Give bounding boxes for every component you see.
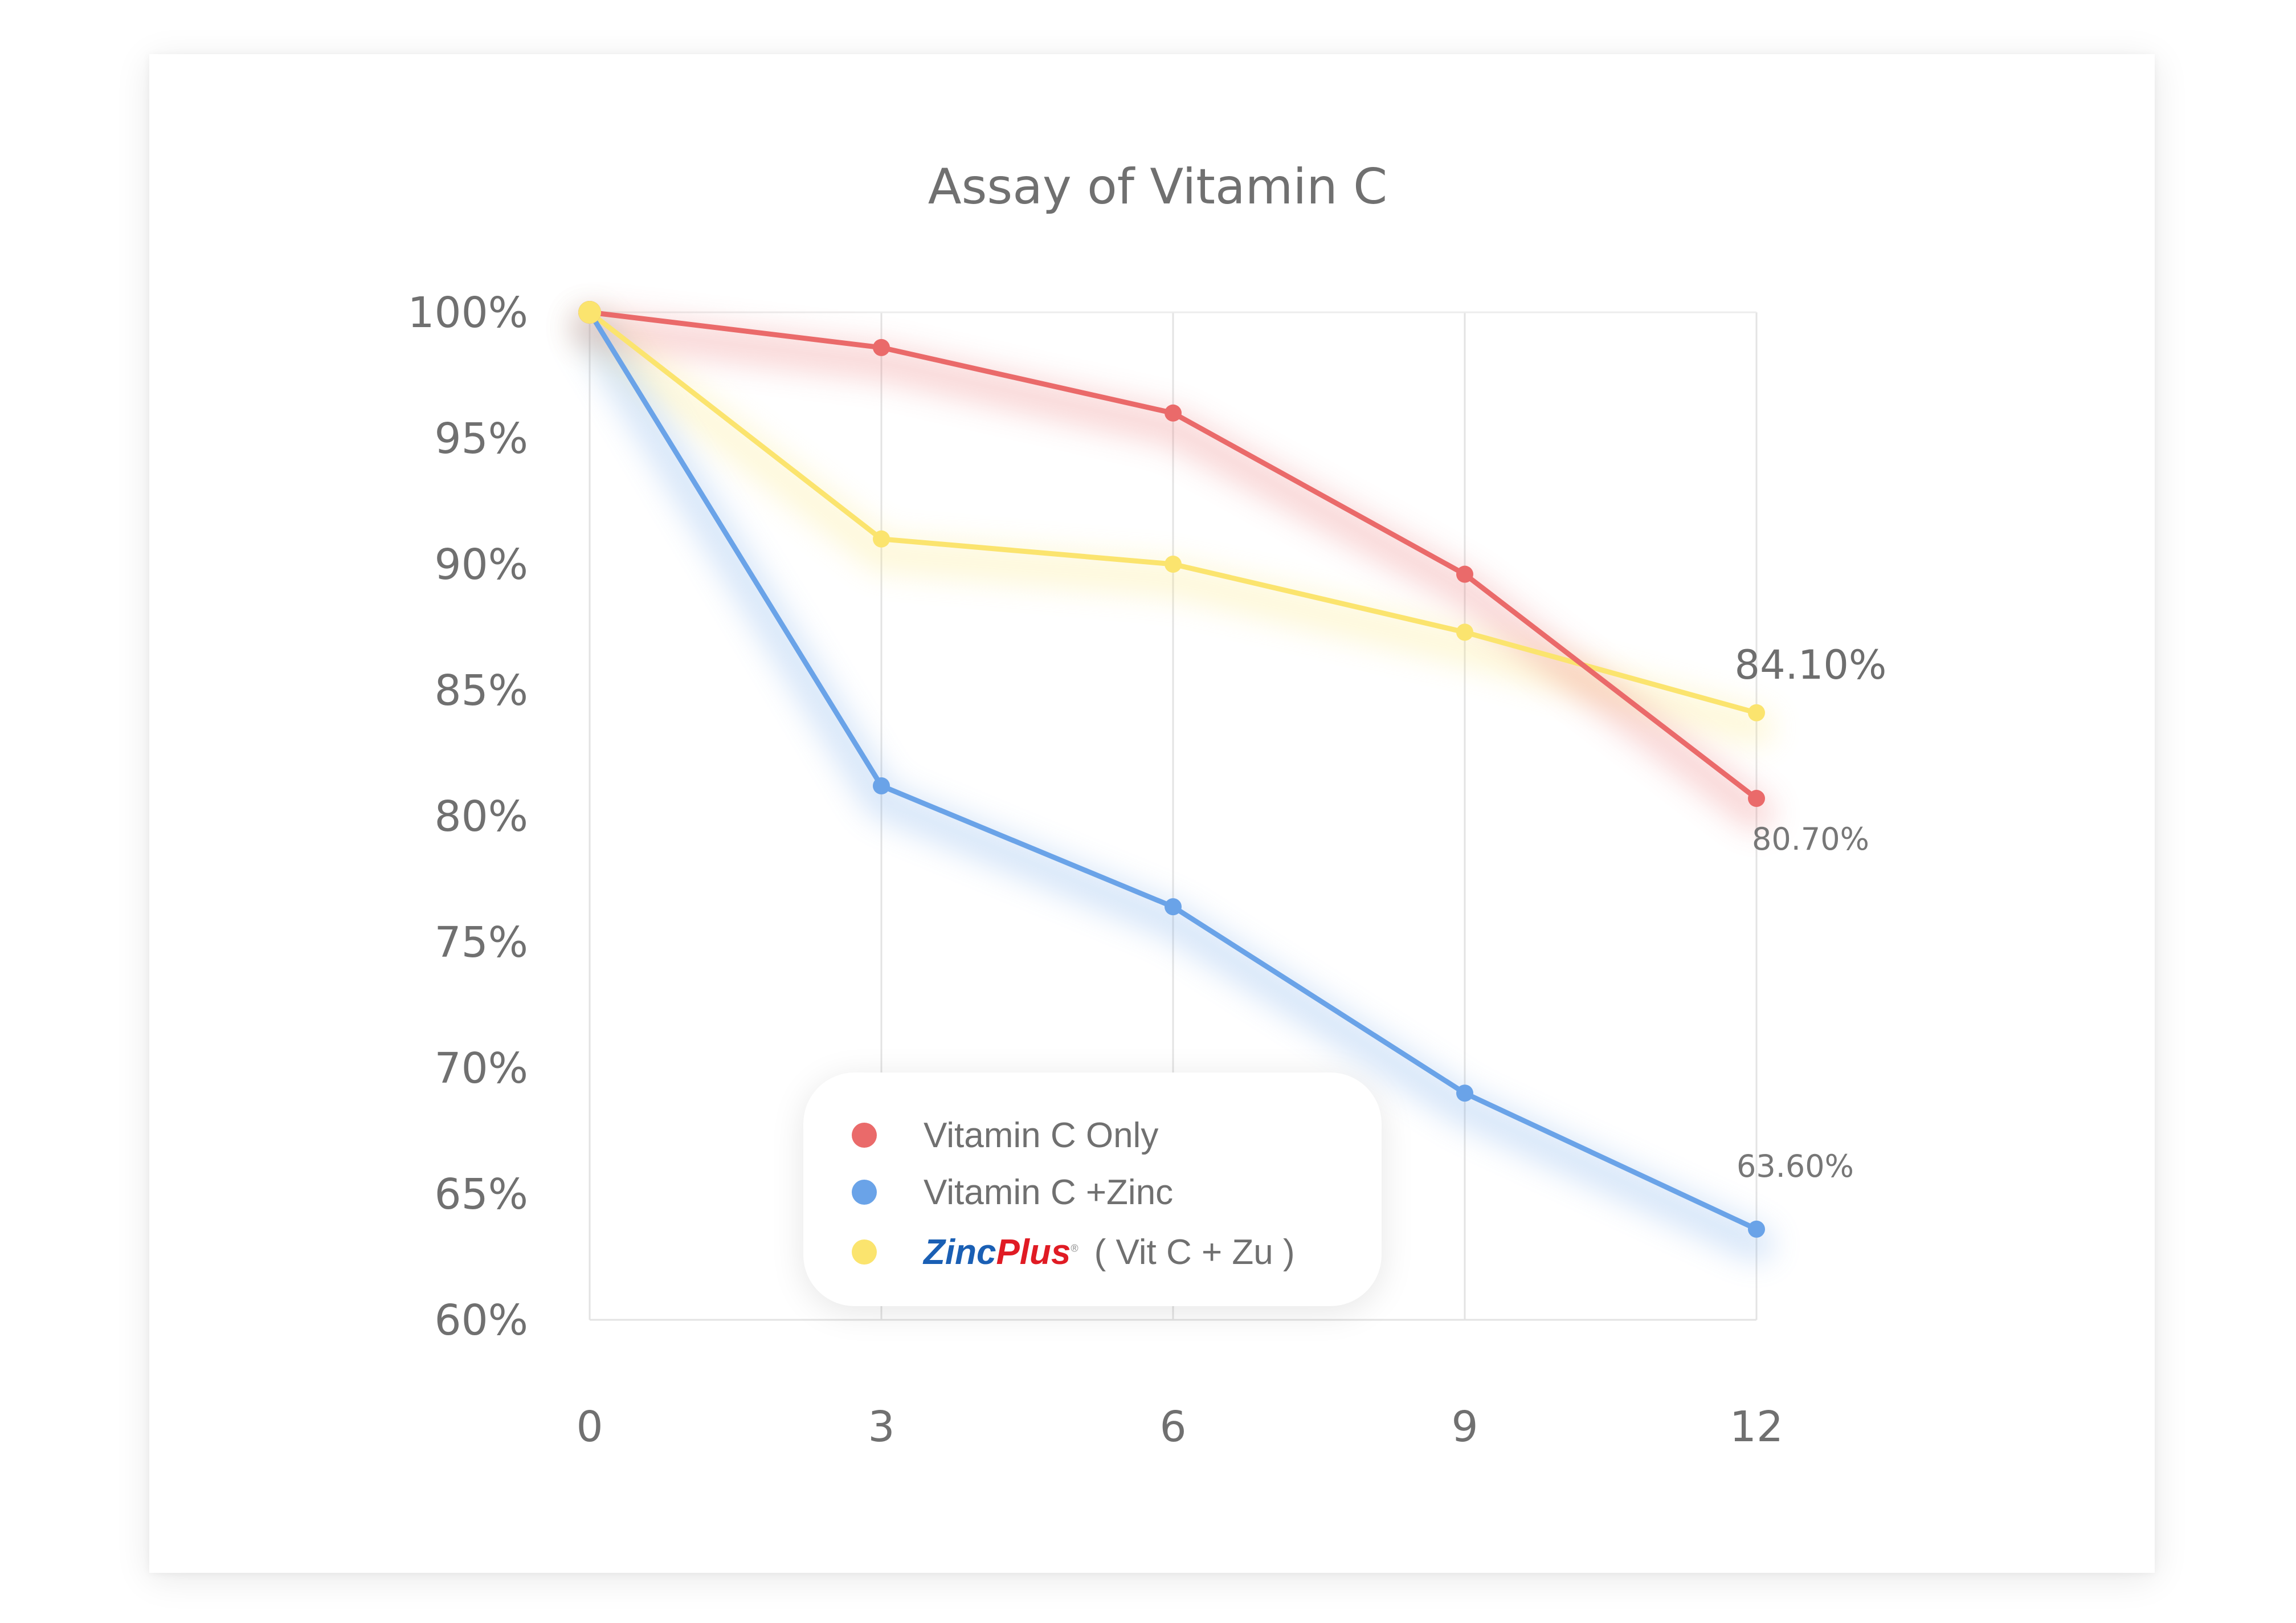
data-point (578, 301, 601, 324)
data-label: 80.70% (1752, 821, 1869, 857)
y-tick-label: 65% (435, 1170, 528, 1219)
data-point (873, 339, 890, 356)
y-tick-label: 95% (435, 414, 528, 463)
chart-card: Assay of Vitamin C 100% 95% 90% 85% 80% 75% 70… (149, 54, 2155, 1573)
chart-legend: Vitamin C Only Vitamin C +Zinc ZincPlus®… (803, 1073, 1382, 1306)
y-tick-label: 80% (435, 792, 528, 841)
legend-item-zincplus: ZincPlus® ( Vit C + Zu ) (852, 1224, 1295, 1281)
x-tick-label: 3 (868, 1402, 894, 1451)
y-tick-label: 70% (435, 1044, 528, 1093)
x-tick-label: 0 (576, 1402, 603, 1451)
data-label: 84.10% (1735, 642, 1887, 688)
y-tick-label: 75% (435, 918, 528, 967)
data-point (1165, 556, 1182, 573)
x-tick-label: 12 (1730, 1402, 1783, 1451)
data-point (1165, 404, 1182, 422)
legend-marker-yellow (852, 1239, 877, 1265)
series-glow (573, 310, 1774, 831)
data-point (873, 777, 890, 794)
y-tick-label: 90% (435, 540, 528, 589)
x-tick-label: 9 (1451, 1402, 1478, 1451)
y-tick-label: 100% (407, 288, 528, 337)
data-point (1456, 1084, 1473, 1102)
data-point (1748, 704, 1765, 721)
zincplus-logo: ZincPlus® (924, 1232, 1078, 1272)
legend-item-vitamin-c-zinc: Vitamin C +Zinc (852, 1164, 1173, 1221)
data-point (1456, 623, 1473, 641)
y-tick-label: 60% (435, 1296, 528, 1345)
data-point (1748, 790, 1765, 808)
data-point (1748, 1220, 1765, 1238)
data-point (1165, 898, 1182, 916)
data-label: 63.60% (1737, 1148, 1854, 1184)
y-tick-label: 85% (435, 666, 528, 715)
legend-marker-blue (852, 1180, 877, 1205)
legend-label: Vitamin C Only (924, 1115, 1159, 1155)
legend-label: ( Vit C + Zu ) (1094, 1232, 1295, 1272)
data-point (873, 530, 890, 548)
legend-item-vitamin-c-only: Vitamin C Only (852, 1107, 1158, 1164)
x-tick-label: 6 (1159, 1402, 1186, 1451)
line-chart: Assay of Vitamin C 100% 95% 90% 85% 80% 75% 70… (407, 158, 1887, 1451)
chart-title: Assay of Vitamin C (928, 158, 1387, 215)
data-point (1456, 565, 1473, 583)
legend-marker-red (852, 1123, 877, 1148)
series-glow (573, 310, 1774, 1261)
legend-label: Vitamin C +Zinc (924, 1172, 1174, 1212)
